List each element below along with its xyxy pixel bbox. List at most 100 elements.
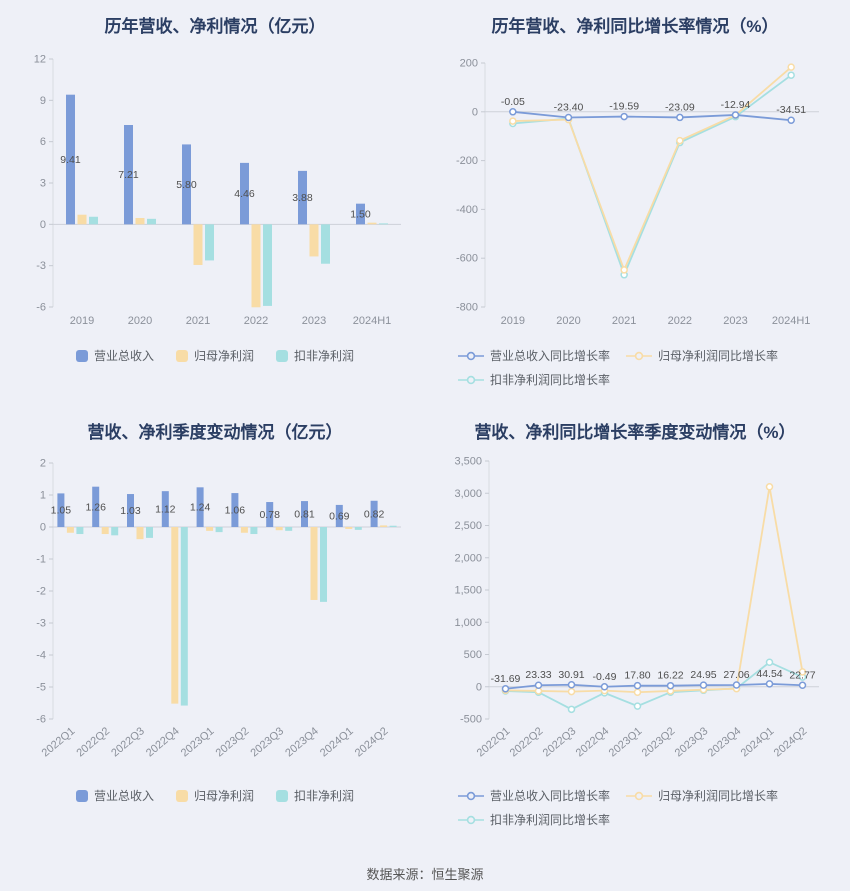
legend-label: 归母净利润 xyxy=(193,349,254,364)
svg-text:2024Q1: 2024Q1 xyxy=(318,725,356,759)
svg-text:2022Q1: 2022Q1 xyxy=(475,725,513,759)
annual-performance-legend: 营业总收入 归母净利润 扣非净利润 xyxy=(75,347,354,364)
svg-text:-500: -500 xyxy=(460,714,482,726)
svg-text:-6: -6 xyxy=(36,302,46,314)
svg-text:2021: 2021 xyxy=(612,315,636,327)
svg-text:2: 2 xyxy=(40,458,46,470)
legend-label: 归母净利润 xyxy=(193,789,254,804)
svg-text:12: 12 xyxy=(34,54,46,66)
legend-item[interactable]: 营业总收入 xyxy=(75,347,154,364)
legend-label: 归母净利润同比增长率 xyxy=(658,789,779,804)
legend-label: 营业总收入同比增长率 xyxy=(490,789,611,804)
svg-text:2022Q4: 2022Q4 xyxy=(574,725,612,759)
svg-text:2023Q4: 2023Q4 xyxy=(283,725,321,759)
svg-text:44.54: 44.54 xyxy=(756,668,782,680)
svg-text:-3: -3 xyxy=(36,260,46,272)
svg-text:1.03: 1.03 xyxy=(120,505,141,517)
svg-text:2019: 2019 xyxy=(70,315,94,327)
svg-text:4.46: 4.46 xyxy=(234,188,255,200)
svg-text:-1: -1 xyxy=(36,554,46,566)
svg-text:-23.09: -23.09 xyxy=(665,102,695,114)
legend-item[interactable]: 归母净利润 xyxy=(175,787,254,804)
svg-text:30.91: 30.91 xyxy=(558,669,584,681)
svg-text:1.50: 1.50 xyxy=(350,209,371,221)
legend-label: 营业总收入 xyxy=(93,789,154,804)
svg-text:2022Q3: 2022Q3 xyxy=(541,725,579,759)
svg-text:2023Q3: 2023Q3 xyxy=(248,725,286,759)
svg-text:-600: -600 xyxy=(456,253,478,265)
svg-text:2021: 2021 xyxy=(186,315,210,327)
svg-text:9: 9 xyxy=(40,95,46,107)
legend-item[interactable]: 扣非净利润 xyxy=(276,347,354,364)
svg-text:2024H1: 2024H1 xyxy=(353,315,392,327)
panel-quarterly-growth: 营收、净利同比增长率季度变动情况（%） 3,500 3,000 2,500 2,000… xyxy=(432,412,838,852)
panel-annual-performance: 历年营收、净利情况（亿元） 12 9 6 3 0 -3 -6 2019 2020 2021 2022… xyxy=(12,6,418,412)
svg-text:2022Q4: 2022Q4 xyxy=(144,725,182,759)
chart-title-quarterly-growth: 营收、净利同比增长率季度变动情况（%） xyxy=(474,423,796,442)
svg-text:-0.05: -0.05 xyxy=(501,96,525,108)
legend-swatch-icon xyxy=(75,349,88,362)
svg-text:2019: 2019 xyxy=(501,315,525,327)
svg-text:6: 6 xyxy=(40,136,46,148)
legend-line-marker-icon xyxy=(458,791,484,800)
svg-text:2022: 2022 xyxy=(668,315,692,327)
legend-item[interactable]: 归母净利润同比增长率 xyxy=(626,787,778,804)
legend-item[interactable]: 营业总收入同比增长率 xyxy=(458,787,610,804)
svg-text:1.12: 1.12 xyxy=(155,504,176,516)
legend-item[interactable]: 扣非净利润 xyxy=(276,787,354,804)
svg-text:2,000: 2,000 xyxy=(454,553,482,565)
legend-line-marker-icon xyxy=(626,791,653,800)
svg-text:5.80: 5.80 xyxy=(176,179,197,191)
svg-text:27.06: 27.06 xyxy=(723,669,749,681)
svg-text:2024Q2: 2024Q2 xyxy=(772,725,810,759)
svg-text:2023: 2023 xyxy=(302,315,326,327)
svg-text:2024H1: 2024H1 xyxy=(772,315,811,327)
legend-label: 营业总收入 xyxy=(93,349,154,364)
svg-text:2022Q1: 2022Q1 xyxy=(40,725,78,759)
legend-item[interactable]: 营业总收入 xyxy=(75,787,154,804)
svg-text:0: 0 xyxy=(476,682,482,694)
legend-line-marker-icon xyxy=(458,351,484,360)
svg-text:1.24: 1.24 xyxy=(190,502,211,514)
legend-line-marker-icon xyxy=(458,375,484,384)
legend-label: 扣非净利润同比增长率 xyxy=(490,813,611,828)
panel-quarterly-performance: 营收、净利季度变动情况（亿元） 2 1 0 -1 -2 -3 -4 -5 -6 2022Q1 202… xyxy=(12,412,418,852)
svg-text:-400: -400 xyxy=(456,204,478,216)
legend-line-marker-icon xyxy=(458,815,484,824)
svg-text:24.95: 24.95 xyxy=(690,669,716,681)
svg-text:17.80: 17.80 xyxy=(624,670,650,682)
svg-text:2023: 2023 xyxy=(723,315,747,327)
chart-title-quarterly-performance: 营收、净利季度变动情况（亿元） xyxy=(87,423,343,442)
legend-swatch-icon xyxy=(276,349,288,362)
svg-text:500: 500 xyxy=(464,649,482,661)
svg-text:2023Q1: 2023Q1 xyxy=(607,725,645,759)
legend-item[interactable]: 扣非净利润同比增长率 xyxy=(458,371,610,388)
legend-item[interactable]: 归母净利润 xyxy=(175,347,254,364)
legend-item[interactable]: 营业总收入同比增长率 xyxy=(458,347,610,364)
svg-text:2020: 2020 xyxy=(556,315,580,327)
svg-text:2024Q2: 2024Q2 xyxy=(353,725,391,759)
svg-text:-19.59: -19.59 xyxy=(609,101,639,113)
svg-text:3,500: 3,500 xyxy=(454,456,482,468)
svg-text:22.77: 22.77 xyxy=(789,670,815,682)
svg-text:2020: 2020 xyxy=(128,315,152,327)
svg-text:-12.94: -12.94 xyxy=(721,99,751,111)
charts-grid: 历年营收、净利情况（亿元） 12 9 6 3 0 -3 -6 2019 2020 2021 2022… xyxy=(12,6,838,852)
legend-item[interactable]: 扣非净利润同比增长率 xyxy=(458,811,610,828)
svg-text:200: 200 xyxy=(460,58,478,70)
legend-label: 扣非净利润 xyxy=(294,349,355,364)
svg-text:9.41: 9.41 xyxy=(60,154,81,166)
svg-text:2,500: 2,500 xyxy=(454,520,482,532)
svg-text:0.82: 0.82 xyxy=(364,509,385,521)
svg-text:0: 0 xyxy=(472,107,478,119)
svg-text:0.78: 0.78 xyxy=(259,509,280,521)
svg-text:7.21: 7.21 xyxy=(118,169,139,181)
svg-text:-0.49: -0.49 xyxy=(593,671,617,683)
svg-text:2023Q4: 2023Q4 xyxy=(706,725,744,759)
legend-item[interactable]: 归母净利润同比增长率 xyxy=(626,347,778,364)
legend-swatch-icon xyxy=(175,789,188,802)
svg-text:-6: -6 xyxy=(36,714,46,726)
svg-text:2023Q2: 2023Q2 xyxy=(214,725,252,759)
svg-text:2022Q2: 2022Q2 xyxy=(74,725,112,759)
